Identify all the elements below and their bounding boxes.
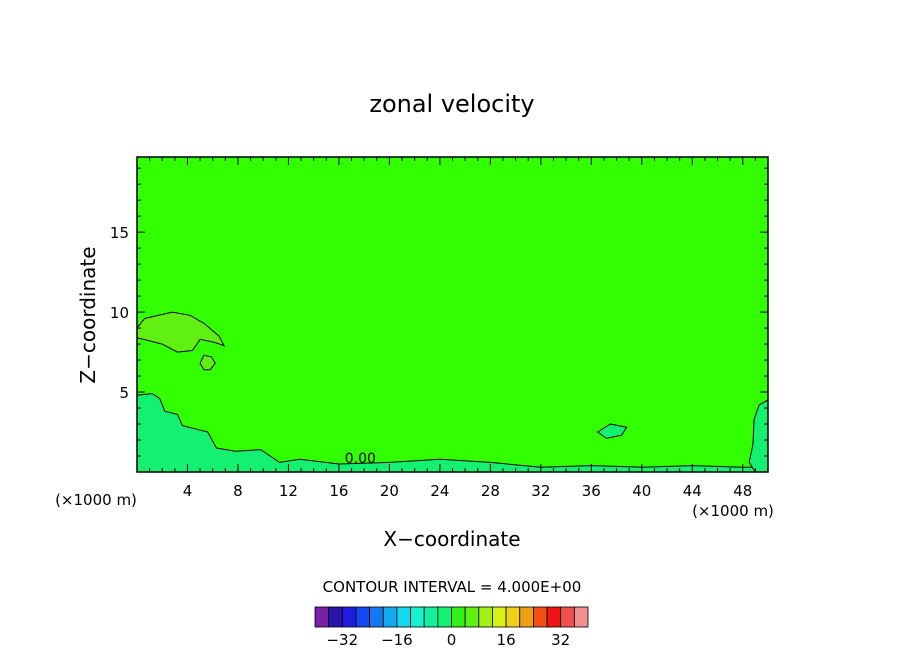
y-tick-label: 15 — [110, 224, 129, 242]
x-tick-label: 24 — [430, 482, 449, 500]
x-tick-label: 12 — [279, 482, 298, 500]
x-tick-label: 40 — [632, 482, 651, 500]
colorbar-swatch — [437, 606, 452, 628]
colorbar-swatch — [328, 606, 343, 628]
contour-region-right-edge-weak-negative — [748, 399, 768, 472]
y-axis-label: Z−coordinate — [76, 246, 100, 383]
contour-interval-text: CONTOUR INTERVAL = 4.000E+00 — [323, 578, 582, 596]
colorbar-swatch — [546, 606, 562, 628]
x-axis-label: X−coordinate — [383, 527, 520, 551]
colorbar-swatch — [382, 606, 398, 628]
colorbar-swatch — [492, 606, 507, 628]
y-tick-label: 10 — [110, 304, 129, 322]
colorbar-tick-label: 32 — [551, 631, 570, 649]
x-tick-label: 32 — [531, 482, 550, 500]
x-tick-label: 8 — [233, 482, 243, 500]
colorbar-swatch — [573, 606, 589, 628]
colorbar-tick-label: −32 — [326, 631, 358, 649]
colorbar-swatch — [478, 606, 493, 628]
chart-title: zonal velocity — [369, 90, 534, 118]
x-tick-label: 36 — [582, 482, 601, 500]
x-tick-label: 28 — [481, 482, 500, 500]
colorbar-swatch — [396, 606, 411, 628]
x-unit-label-left: (×1000 m) — [55, 491, 137, 509]
colorbar-swatch — [519, 606, 534, 628]
contour-region-small-weak-positive-eddy — [199, 354, 216, 371]
contour-line-label: 0.00 — [345, 451, 376, 467]
x-tick-label: 44 — [683, 482, 702, 500]
colorbar-swatch — [451, 606, 466, 628]
x-tick-label: 4 — [183, 482, 193, 500]
colorbar-swatch — [341, 606, 357, 628]
colorbar-swatch — [423, 606, 439, 628]
x-tick-label: 48 — [733, 482, 752, 500]
colorbar-tick-label: 16 — [497, 631, 516, 649]
colorbar-tick-label: 0 — [447, 631, 457, 649]
field-background — [137, 157, 768, 472]
x-unit-label-right: (×1000 m) — [692, 502, 774, 520]
y-tick-label: 5 — [119, 384, 129, 402]
colorbar-swatch — [533, 606, 548, 628]
colorbar-tick-label: −16 — [381, 631, 413, 649]
colorbar-swatch — [560, 606, 575, 628]
colorbar-swatch — [464, 606, 480, 628]
contour-region-upper-left-weak-positive — [137, 311, 226, 353]
colorbar-swatch — [505, 606, 521, 628]
x-tick-label: 20 — [380, 482, 399, 500]
colorbar-swatch — [314, 606, 330, 628]
contour-region-right-weak-negative-eddy — [596, 423, 628, 439]
x-tick-label: 16 — [329, 482, 348, 500]
colorbar: −32 −16 0 16 32 — [314, 606, 589, 649]
plot-area: 0.00 — [137, 157, 768, 472]
colorbar-swatch — [355, 606, 371, 628]
colorbar-swatch — [410, 606, 425, 628]
colorbar-swatch — [369, 606, 384, 628]
